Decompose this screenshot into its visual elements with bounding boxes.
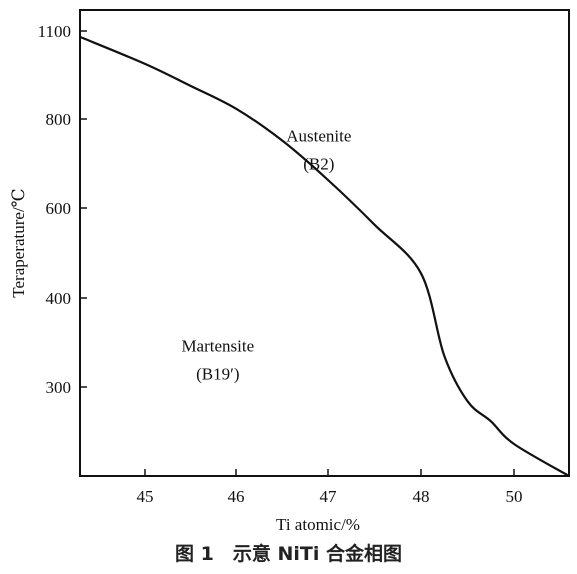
austenite-label-line-1: (B2) — [303, 154, 334, 173]
y-tick-label-600: 600 — [46, 199, 72, 218]
x-tick-label-47: 47 — [320, 487, 338, 506]
figure-caption: 图 1 示意 NiTi 合金相图 — [175, 543, 402, 565]
axis-ticks: 45 46 47 48 50 300 400 600 800 1100 — [38, 22, 523, 506]
x-tick-label-46: 46 — [228, 487, 245, 506]
plot-frame — [79, 9, 570, 477]
x-axis-label: Ti atomic/% — [276, 515, 360, 530]
y-tick-label-1100: 1100 — [38, 22, 71, 41]
y-tick-label-300: 300 — [46, 378, 72, 397]
x-tick-label-50: 50 — [506, 487, 523, 506]
austenite-label-line-0: Austenite — [286, 126, 351, 145]
y-tick-label-800: 800 — [46, 110, 72, 129]
phase-boundary-line-0 — [79, 35, 570, 477]
x-tick-label-45: 45 — [137, 487, 154, 506]
martensite-label-line-0: Martensite — [181, 336, 254, 355]
y-axis-label: Teraperature/℃ — [9, 188, 28, 297]
region-labels: Austenite (B2) Martensite (B19′) — [181, 126, 351, 383]
martensite-label-line-1: (B19′) — [196, 364, 239, 383]
phase-diagram-chart: 45 46 47 48 50 300 400 600 800 1100 Austenite (B2)… — [9, 9, 570, 530]
phase-boundary-curves — [79, 35, 570, 477]
y-tick-label-400: 400 — [46, 289, 72, 308]
x-tick-label-48: 48 — [413, 487, 430, 506]
